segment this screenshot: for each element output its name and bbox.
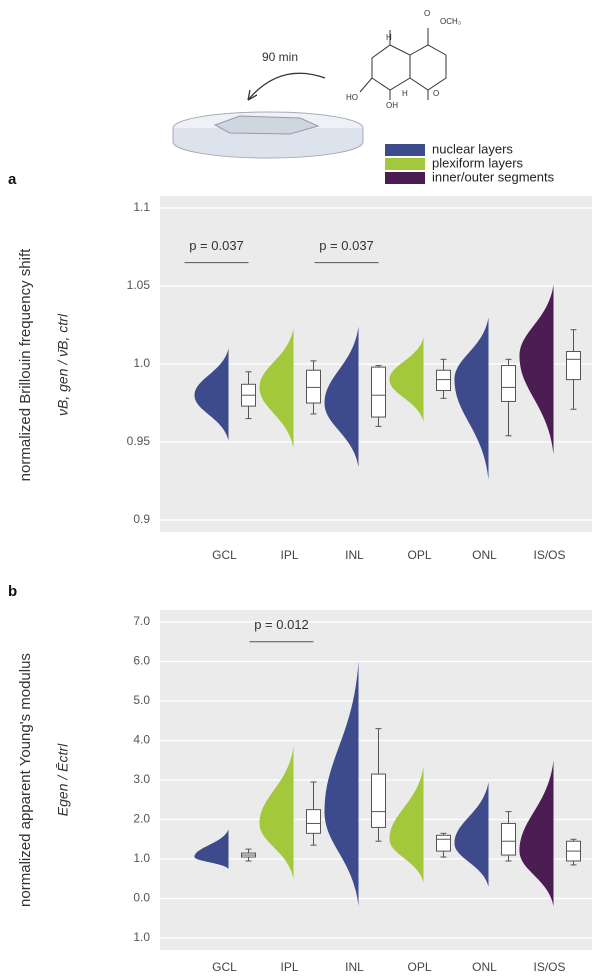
molecule-label: O — [424, 9, 430, 18]
significance-label: p = 0.012 — [254, 617, 309, 632]
molecule — [359, 28, 447, 100]
x-tick-label: INL — [345, 960, 364, 974]
x-tick-label: OPL — [407, 960, 431, 974]
molecule-label: H — [386, 33, 392, 42]
y-tick-label: 4.0 — [133, 733, 150, 747]
legend-label: inner/outer segments — [432, 169, 555, 184]
x-tick-label: INL — [345, 548, 364, 562]
arrow — [247, 72, 326, 101]
x-tick-label: IPL — [280, 960, 298, 974]
violin — [324, 661, 359, 907]
y-tick-label: 1.05 — [127, 278, 151, 292]
y-tick-label: 1.1 — [133, 200, 150, 214]
x-tick-label: IPL — [280, 548, 298, 562]
y-tick-label: 6.0 — [133, 654, 150, 668]
y-tick-label: 3.0 — [133, 772, 150, 786]
y-tick-label: 1.0 — [133, 356, 150, 370]
molecule-label: OH — [386, 101, 398, 110]
violin — [454, 781, 489, 887]
box — [306, 369, 321, 404]
violin — [324, 326, 359, 467]
molecule-label: O — [433, 89, 439, 98]
y-tick-label: 0.0 — [133, 891, 150, 905]
significance-label: p = 0.037 — [319, 238, 374, 253]
y-axis-title: normalized Brillouin frequency shift — [17, 248, 34, 481]
significance-label: p = 0.037 — [189, 238, 244, 253]
violin — [389, 337, 424, 422]
x-tick-label: ONL — [472, 960, 497, 974]
box — [371, 366, 386, 418]
violin — [259, 328, 294, 449]
x-tick-label: IS/OS — [533, 960, 565, 974]
violin — [259, 746, 294, 879]
retina-sample — [213, 115, 320, 135]
legend-label: plexiform layers — [432, 155, 524, 170]
x-tick-label: GCL — [212, 548, 237, 562]
petri-dish-wall — [172, 128, 364, 159]
box — [501, 365, 516, 402]
arrow-head — [247, 89, 258, 101]
illustration: 90 min O OCH₃ H H O HO OH — [172, 9, 461, 159]
y-tick-label: 7.0 — [133, 614, 150, 628]
y-axis-title: normalized apparent Young's modulus — [17, 653, 34, 907]
box — [371, 773, 386, 828]
molecule-label: H — [402, 89, 408, 98]
legend-label: nuclear layers — [432, 141, 513, 156]
molecule-label: OCH₃ — [440, 17, 461, 26]
box — [306, 809, 321, 834]
molecule-label: HO — [346, 93, 358, 102]
y-tick-label: 2.0 — [133, 812, 150, 826]
box — [501, 822, 516, 856]
violin — [454, 317, 489, 480]
panel-label: a — [8, 171, 17, 188]
y-axis-ratio: νB, gen / ν̄B, ctrl — [55, 313, 71, 416]
x-tick-label: GCL — [212, 960, 237, 974]
violin — [194, 829, 229, 869]
panel-label: b — [8, 583, 17, 600]
y-tick-label: 0.95 — [127, 434, 151, 448]
y-tick-label: 1.0 — [133, 930, 150, 944]
x-tick-label: ONL — [472, 548, 497, 562]
legend-swatch — [385, 172, 425, 184]
y-tick-label: 0.9 — [133, 512, 150, 526]
legend-swatch — [385, 144, 425, 156]
legend-swatch — [385, 158, 425, 170]
violin — [194, 348, 229, 441]
box — [566, 351, 581, 381]
violin — [389, 766, 424, 883]
y-tick-label: 1.0 — [133, 851, 150, 865]
box — [436, 369, 451, 392]
box — [436, 834, 451, 852]
x-tick-label: IS/OS — [533, 548, 565, 562]
y-tick-label: 5.0 — [133, 693, 150, 707]
x-tick-label: OPL — [407, 548, 431, 562]
violin — [519, 284, 554, 455]
time-label: 90 min — [262, 50, 298, 64]
y-axis-ratio: Egen / Ēctrl — [55, 743, 71, 816]
violin — [519, 760, 554, 907]
